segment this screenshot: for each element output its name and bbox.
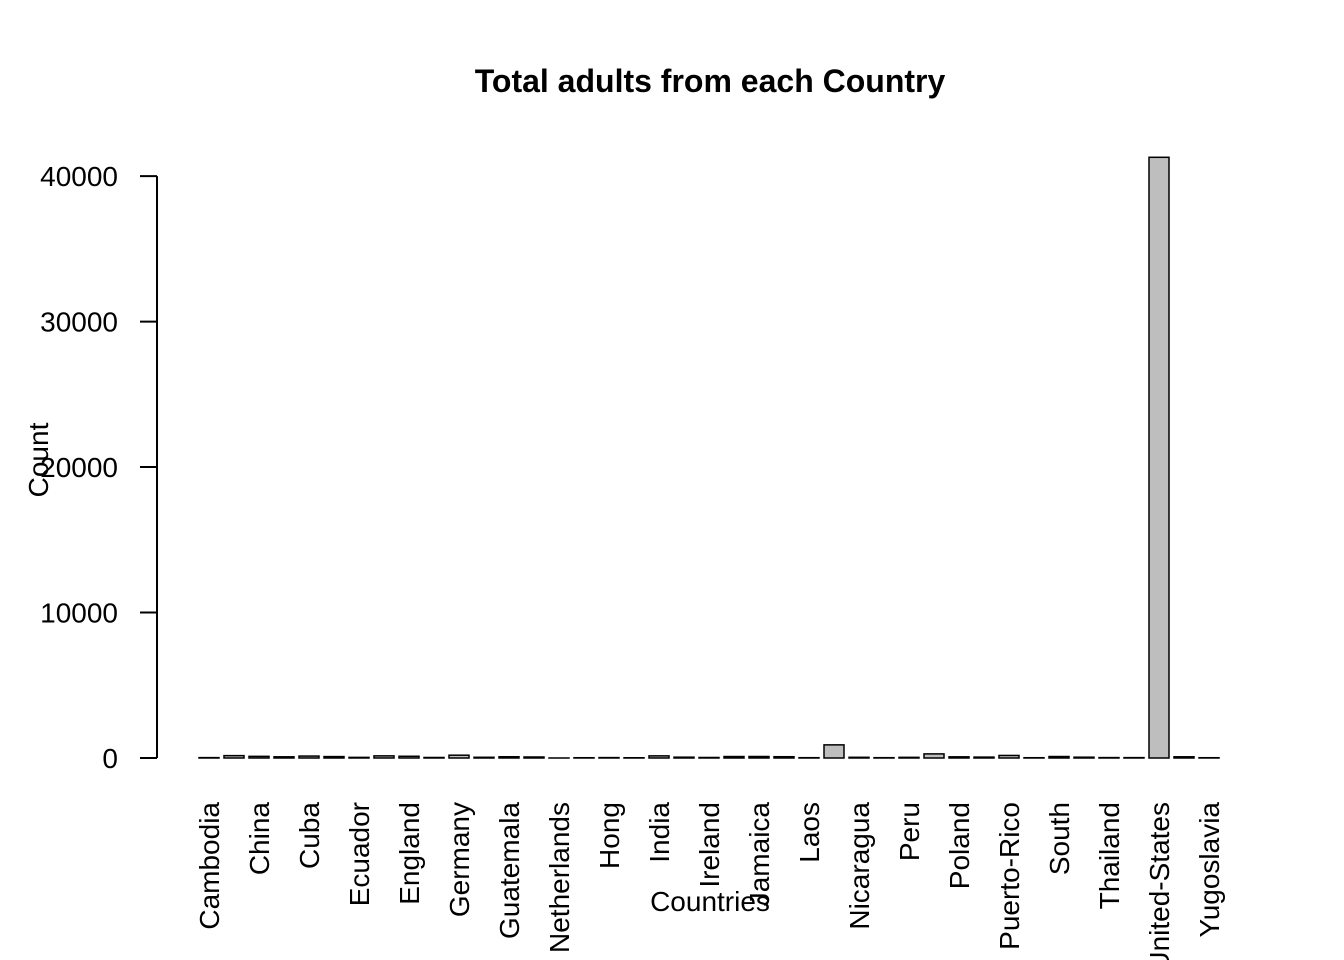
x-tick-label: China: [244, 802, 275, 876]
bar: [448, 754, 470, 759]
x-tick-label: Jamaica: [744, 802, 775, 907]
bar: [348, 756, 370, 759]
y-tick-label: 20000: [40, 452, 118, 483]
bar: [323, 755, 345, 759]
x-tick-label: Cuba: [294, 802, 325, 869]
x-tick-label: Poland: [944, 802, 975, 889]
x-tick-label: Nicaragua: [844, 802, 875, 930]
bar: [848, 756, 870, 759]
bar: [423, 756, 445, 759]
x-tick-label: Cambodia: [194, 802, 225, 930]
y-tick-label: 0: [102, 743, 118, 774]
bar: [773, 755, 795, 759]
bar: [648, 755, 670, 759]
x-tick-label: England: [394, 802, 425, 905]
y-axis-title: Count: [23, 422, 54, 497]
x-tick-label: Puerto-Rico: [994, 802, 1025, 950]
bar: [898, 756, 920, 759]
bar: [673, 756, 695, 759]
bar: [248, 755, 270, 759]
x-tick-label: Hong: [594, 802, 625, 869]
bar: [298, 755, 320, 759]
bar: [523, 756, 545, 759]
x-tick-label: Peru: [894, 802, 925, 861]
bar: [498, 755, 520, 759]
bar: [723, 755, 745, 759]
bar: [998, 754, 1020, 759]
x-axis-title: Countries: [650, 886, 770, 917]
x-tick-label: Ecuador: [344, 802, 375, 906]
x-tick-label: Yugoslavia: [1194, 802, 1225, 938]
bar: [473, 756, 495, 759]
bar: [1148, 156, 1170, 759]
bar: [923, 753, 945, 759]
bar: [373, 755, 395, 759]
x-tick-label: Netherlands: [544, 802, 575, 953]
x-tick-label: Laos: [794, 802, 825, 863]
x-tick-label: Germany: [444, 802, 475, 917]
bar: [1048, 755, 1070, 759]
y-tick-label: 40000: [40, 161, 118, 192]
bar: [748, 755, 770, 759]
x-tick-label: India: [644, 802, 675, 863]
bar: [1073, 756, 1095, 759]
bar: [973, 756, 995, 759]
chart-title: Total adults from each Country: [475, 63, 946, 99]
bar: [398, 755, 420, 759]
bar: [698, 756, 720, 759]
bar: [948, 756, 970, 759]
x-tick-label: United-States: [1144, 802, 1175, 960]
bar: [1173, 756, 1195, 759]
x-tick-label: Thailand: [1094, 802, 1125, 909]
bar: [223, 754, 245, 759]
bar: [273, 756, 295, 759]
y-tick-label: 10000: [40, 598, 118, 629]
bar: [823, 744, 845, 759]
x-tick-label: South: [1044, 802, 1075, 875]
x-tick-label: Ireland: [694, 802, 725, 888]
y-tick-label: 30000: [40, 307, 118, 338]
x-tick-label: Guatemala: [494, 802, 525, 939]
